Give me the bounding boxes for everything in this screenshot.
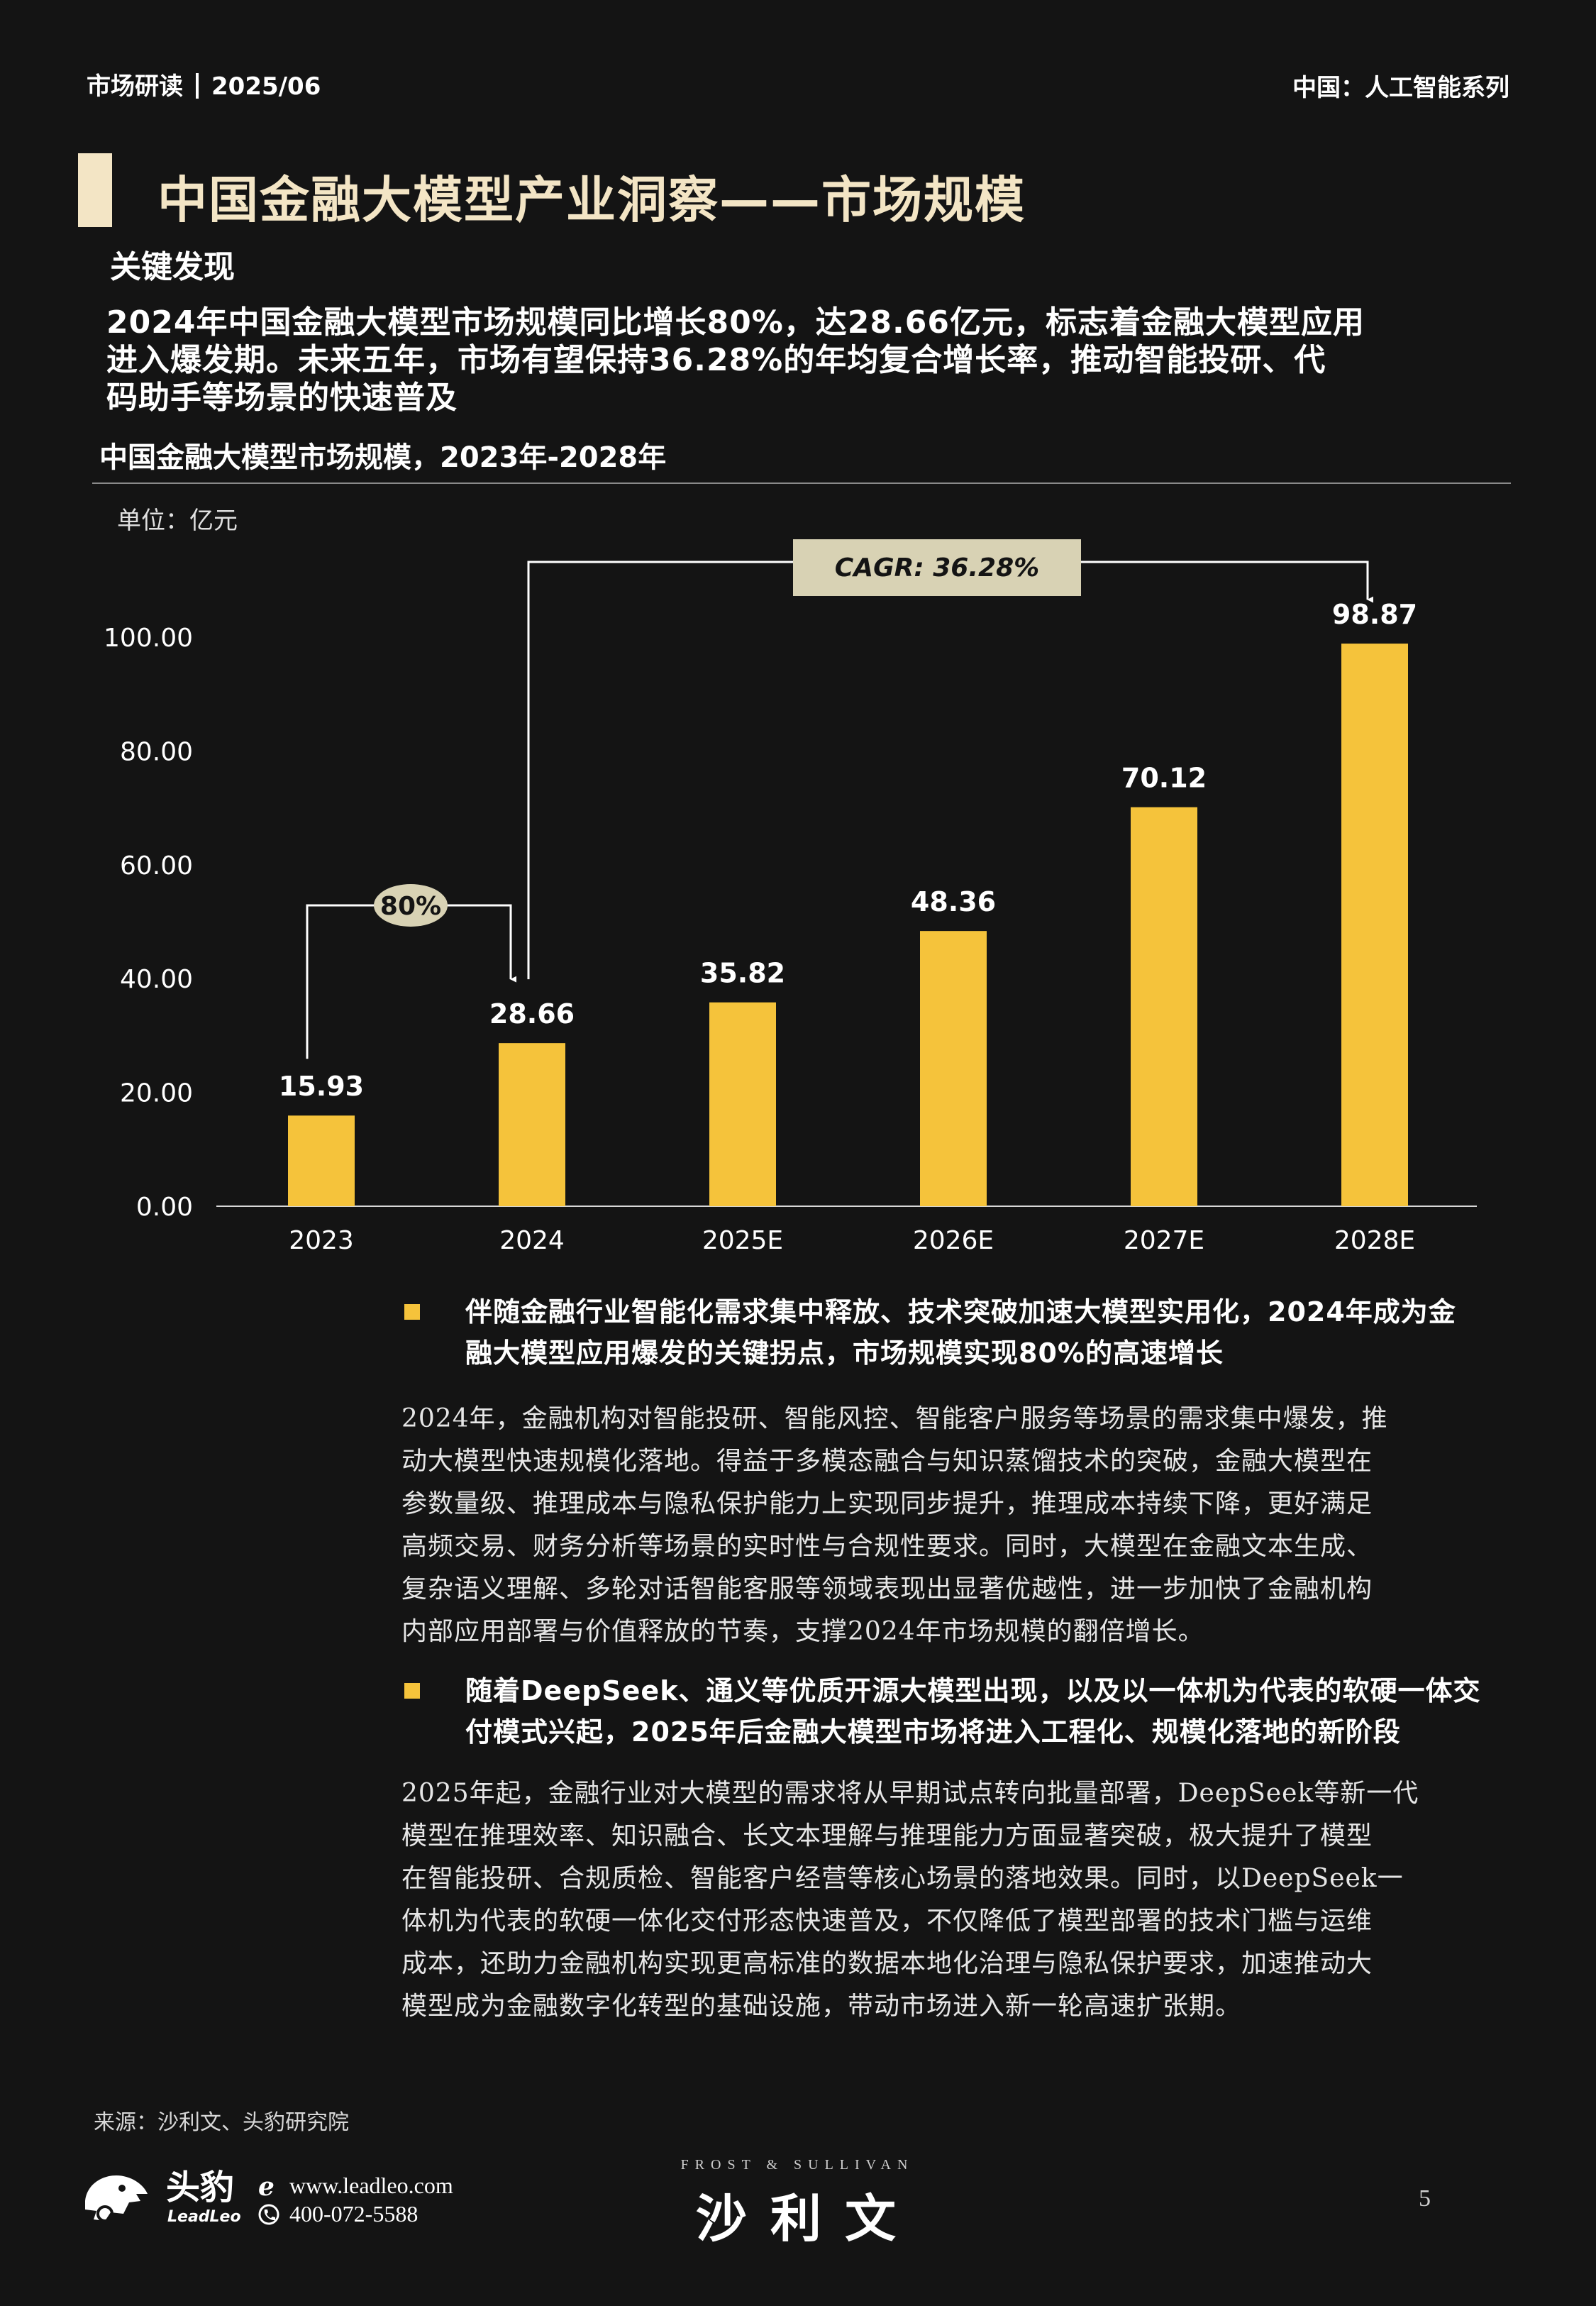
bullet-heading-line: 伴随金融行业智能化需求集中释放、技术突破加速大模型实用化，2024年成为金 — [465, 1296, 1456, 1328]
cagr-label: CAGR: 36.28% — [835, 553, 1039, 583]
y-tick-label: 0.00 — [136, 1193, 193, 1222]
key-findings-label: 关键发现 — [110, 249, 235, 285]
bullet-heading-line: 付模式兴起，2025年后金融大模型市场将进入工程化、规模化落地的新阶段 — [465, 1716, 1401, 1748]
y-tick-label: 100.00 — [104, 624, 193, 653]
header-divider — [196, 73, 199, 99]
bar — [1131, 807, 1197, 1206]
body-line: 动大模型快速规模化落地。得益于多模态融合与知识蒸馏技术的突破，金融大模型在 — [401, 1447, 1373, 1476]
bar-value-label: 48.36 — [911, 886, 996, 917]
x-tick-label: 2025E — [702, 1226, 783, 1255]
growth-connector — [306, 904, 517, 1059]
x-tick-label: 2026E — [913, 1226, 994, 1255]
body-line: 参数量级、推理成本与隐私保护能力上实现同步提升，推理成本持续下降，更好满足 — [401, 1489, 1373, 1518]
summary-line: 码助手等场景的快速普及 — [106, 380, 458, 416]
web-icon: e — [257, 2172, 281, 2202]
summary-line: 2024年中国金融大模型市场规模同比增长80%，达28.66亿元，标志着金融大模… — [106, 304, 1365, 341]
summary-line: 进入爆发期。未来五年，市场有望保持36.28%的年均复合增长率，推动智能投研、代 — [106, 342, 1326, 378]
brand-name-cn: 头豹 — [166, 2168, 235, 2207]
page-title: 中国金融大模型产业洞察——市场规模 — [157, 171, 1026, 229]
body-line: 体机为代表的软硬一体化交付形态快速普及，不仅降低了模型部署的技术门槛与运维 — [401, 1907, 1373, 1936]
partner-name-cn: 沙 利 文 — [695, 2189, 899, 2249]
header-left: 市场研读 2025/06 — [87, 67, 321, 101]
body-line: 模型成为金融数字化转型的基础设施，带动市场进入新一轮高速扩张期。 — [401, 1992, 1242, 2021]
key-findings-summary: 2024年中国金融大模型市场规模同比增长80%，达28.66亿元，标志着金融大模… — [106, 304, 1454, 416]
body-line: 2024年，金融机构对智能投研、智能风控、智能客户服务等场景的需求集中爆发，推 — [401, 1404, 1388, 1433]
page-number: 5 — [1419, 2185, 1431, 2212]
cagr-badge — [793, 539, 1081, 596]
x-tick-label: 2027E — [1124, 1226, 1204, 1255]
leadleo-logo-icon — [79, 2170, 150, 2227]
svg-text:e: e — [258, 2174, 275, 2198]
body-line: 2025年起，金融行业对大模型的需求将从早期试点转向批量部署，DeepSeek等… — [401, 1779, 1419, 1808]
body-line: 在智能投研、合规质检、智能客户经营等核心场景的落地效果。同时，以DeepSeek… — [401, 1864, 1404, 1893]
x-tick-label: 2028E — [1334, 1226, 1415, 1255]
bar — [920, 931, 987, 1206]
header-date: 2025/06 — [211, 72, 321, 101]
bar-value-label: 15.93 — [279, 1071, 364, 1102]
body-line: 模型在推理效率、知识融合、长文本理解与推理能力方面显著突破，极大提升了模型 — [401, 1821, 1373, 1850]
x-tick-label: 2023 — [289, 1226, 354, 1255]
bar-value-label: 98.87 — [1332, 599, 1417, 630]
phone-icon — [257, 2202, 281, 2227]
body-line: 成本，还助力金融机构实现更高标准的数据本地化治理与隐私保护要求，加速推动大 — [401, 1949, 1373, 1978]
bar-value-label: 28.66 — [489, 998, 575, 1030]
bar — [288, 1115, 355, 1206]
bar — [499, 1043, 565, 1206]
bar-value-label: 70.12 — [1121, 763, 1207, 794]
growth-badge — [374, 884, 448, 927]
phone-number: 400-072-5588 — [289, 2201, 419, 2227]
divider-rule — [92, 482, 1511, 484]
bullet-marker — [404, 1304, 420, 1320]
bullet-heading-line: 融大模型应用爆发的关键拐点，市场规模实现80%的高速增长 — [465, 1337, 1224, 1369]
bar-chart: 0.00 20.00 40.00 60.00 80.00 100.00 15.93 2023… — [104, 539, 1477, 1255]
bullet-marker — [404, 1683, 420, 1699]
partner-name-en: FROST & SULLIVAN — [680, 2157, 914, 2173]
x-tick-label: 2024 — [499, 1226, 565, 1255]
title-accent-bar — [78, 153, 112, 227]
bullet-body: 2024年，金融机构对智能投研、智能风控、智能客户服务等场景的需求集中爆发，推 … — [401, 1398, 1515, 1653]
bullet-heading-line: 随着DeepSeek、通义等优质开源大模型出现，以及以一体机为代表的软硬一体交 — [465, 1675, 1481, 1706]
brand-name-en: LeadLeo — [167, 2208, 241, 2226]
bar-value-label: 35.82 — [700, 958, 785, 989]
bar — [709, 1002, 776, 1206]
unit-label: 单位：亿元 — [117, 507, 238, 535]
body-line: 内部应用部署与价值释放的节奏，支撑2024年市场规模的翻倍增长。 — [401, 1617, 1204, 1646]
website-link[interactable]: www.leadleo.com — [289, 2173, 453, 2198]
body-line: 复杂语义理解、多轮对话智能客服等领域表现出显著优越性，进一步加快了金融机构 — [401, 1574, 1373, 1604]
body-line: 高频交易、财务分析等场景的实时性与合规性要求。同时，大模型在金融文本生成、 — [401, 1532, 1373, 1561]
bar — [1341, 644, 1408, 1206]
bullet-body: 2025年起，金融行业对大模型的需求将从早期试点转向批量部署，DeepSeek等… — [401, 1772, 1515, 2028]
bullet-heading: 伴随金融行业智能化需求集中释放、技术突破加速大模型实用化，2024年成为金 融大… — [465, 1291, 1515, 1374]
source-note: 来源：沙利文、头豹研究院 — [94, 2110, 349, 2135]
y-tick-label: 40.00 — [120, 965, 193, 994]
y-tick-label: 80.00 — [120, 737, 193, 766]
header-section-label: 市场研读 — [87, 72, 183, 101]
bullet-heading: 随着DeepSeek、通义等优质开源大模型出现，以及以一体机为代表的软硬一体交 … — [465, 1670, 1515, 1753]
y-tick-label: 20.00 — [120, 1079, 193, 1108]
y-tick-label: 60.00 — [120, 851, 193, 881]
growth-label: 80% — [380, 892, 441, 921]
header-series: 中国：人工智能系列 — [1292, 74, 1509, 102]
chart-title: 中国金融大模型市场规模，2023年-2028年 — [99, 441, 667, 474]
